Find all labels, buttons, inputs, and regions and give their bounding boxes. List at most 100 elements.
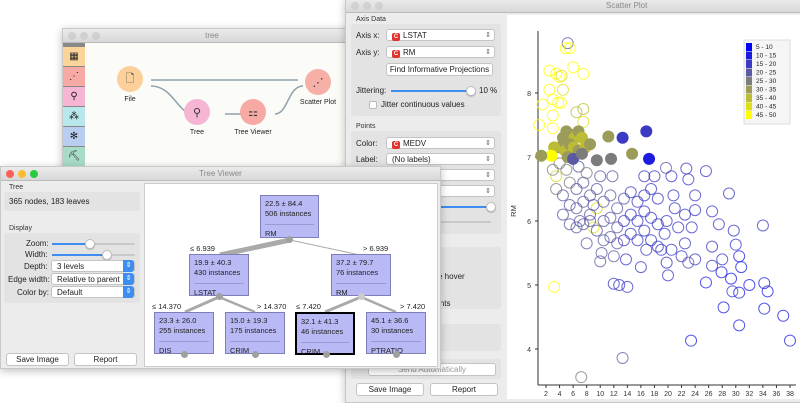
tree-icon[interactable]: ⚲ [63,87,85,106]
data-point [699,165,712,178]
tree-node[interactable]: 19.9 ± 40.3 430 instances LSTAT [189,254,249,297]
close-button[interactable] [6,170,14,178]
axis-data-section: Axis Data [356,16,386,23]
zoom-button[interactable] [30,170,38,178]
node-handle[interactable] [286,236,293,243]
edge-label: ≤ 7.420 [296,302,321,311]
widget-tree-viewer[interactable]: ⚏ Tree Viewer [228,99,278,136]
widget-scatter-plot[interactable]: ⋰ Scatter Plot [293,69,343,106]
data-point [645,234,658,247]
data-point [563,199,576,211]
data-point [706,259,719,272]
widget-file[interactable]: 🗋 File [113,66,147,103]
data-point [658,227,671,240]
color-combo[interactable]: C MEDV ⇕ [386,137,495,149]
tree-node-selected[interactable]: 32.1 ± 41.3 46 instances CRIM [295,312,355,356]
data-point [678,237,691,250]
node-handle[interactable] [393,351,400,358]
data-point [758,277,771,290]
tree-node[interactable]: 37.2 ± 79.7 76 instances RM [331,254,391,297]
tree-icon: ⚲ [184,99,210,125]
width-slider[interactable] [52,250,135,260]
data-point [756,219,769,232]
minimize-button[interactable] [363,2,371,10]
legend-swatch [746,85,752,94]
tree-node[interactable]: 23.3 ± 26.0 255 instances DIS [154,312,214,355]
jitter-continuous-checkbox[interactable] [369,101,377,109]
zoom-button[interactable] [92,32,100,40]
data-point [546,163,559,176]
data-point [665,243,678,256]
legend-label: 15 - 20 [756,61,777,68]
tree-node[interactable]: 15.0 ± 19.3 175 instances CRIM [225,312,285,355]
minimize-button[interactable] [18,170,26,178]
x-tick-label: 10 [596,391,604,398]
data-point [584,215,597,227]
zoom-slider[interactable] [52,239,135,249]
data-point [553,71,566,83]
node-handle[interactable] [181,351,188,358]
node-handle[interactable] [358,293,365,300]
data-point [545,149,558,162]
report-button[interactable]: Report [430,383,498,396]
data-table-icon[interactable]: ▦ [63,47,85,66]
data-point [611,202,624,215]
network-icon[interactable]: ⁂ [63,107,85,126]
label-combo[interactable]: (No labels) ⇕ [386,153,495,165]
data-point [575,371,588,384]
zoom-button[interactable] [375,2,383,10]
data-point [555,69,568,82]
toolbox: ▦ ⋰ ⚲ ⁂ ✻ ⛏ ▭ [63,43,85,170]
scatter-plot[interactable]: 246810121416182022242628303234363845678L… [507,15,800,399]
data-point [535,149,548,162]
tree-node[interactable]: 45.1 ± 36.6 30 instances PTRATIO [366,312,426,355]
axis-x-combo[interactable]: C LSTAT ⇕ [386,29,495,41]
axis-y-combo[interactable]: C RM ⇕ [386,46,495,58]
data-point [573,215,586,227]
jitter-continuous-label: Jitter continuous values [381,100,465,109]
legend-swatch [746,102,752,111]
tree-viewer-titlebar: Tree Viewer [1,167,440,181]
data-point [550,170,563,183]
tree-node-root[interactable]: 22.5 ± 84.4 506 instances RM [260,195,319,238]
close-button[interactable] [68,32,76,40]
report-button[interactable]: Report [74,353,137,366]
data-point [554,96,567,109]
data-point [595,247,608,259]
edge-label: > 6.939 [363,244,389,253]
save-image-button[interactable]: Save Image [356,383,424,396]
color-by-combo[interactable]: Default ⇕ [51,286,135,298]
close-button[interactable] [351,2,359,10]
data-point [611,237,624,250]
data-point [570,202,583,215]
data-point [667,189,680,202]
depth-combo[interactable]: 3 levels ⇕ [51,260,135,272]
find-projections-button[interactable]: Find Informative Projections [386,63,493,76]
x-tick-label: 30 [732,391,740,398]
edge-width-combo[interactable]: Relative to parent ⇕ [51,273,135,285]
cluster-icon[interactable]: ✻ [63,127,85,146]
node-handle[interactable] [216,293,223,300]
legend-swatch [746,68,752,77]
model-icon[interactable]: ⛏ [63,147,85,166]
save-image-button[interactable]: Save Image [6,353,69,366]
width-label: Width: [25,250,48,259]
jitter-slider[interactable] [391,86,476,96]
axis-y-label: Axis y: [356,48,380,57]
x-tick-label: 2 [544,391,548,398]
node-handle[interactable] [323,351,330,358]
data-point [626,147,639,160]
data-point [607,250,620,263]
data-point [580,167,593,179]
node-handle[interactable] [252,351,259,358]
data-point [655,243,668,256]
minimize-button[interactable] [80,32,88,40]
data-point [678,208,691,221]
tree-canvas[interactable]: 22.5 ± 84.4 506 instances RM ≤ 6.939 19.9 … [144,183,438,367]
legend-label: 25 - 30 [756,78,777,85]
widget-tree[interactable]: ⚲ Tree [177,99,217,136]
scatter-icon[interactable]: ⋰ [63,67,85,86]
tree-info: 365 nodes, 183 leaves [9,197,90,206]
legend-swatch [746,43,752,51]
data-point [729,238,742,251]
